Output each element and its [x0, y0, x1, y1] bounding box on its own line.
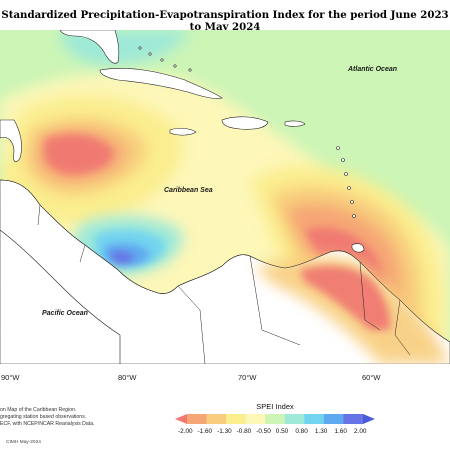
borders — [0, 179, 450, 364]
legend-swatch — [245, 414, 266, 424]
legend-colorbar — [175, 414, 375, 424]
legend-swatch — [265, 414, 286, 424]
legend-swatch — [304, 414, 325, 424]
legend-swatch — [206, 414, 227, 424]
legend-tick-label: -1.60 — [197, 428, 213, 435]
legend-swatch — [363, 414, 375, 424]
map-note: ECF, with NCEP/NCAR Reanalysis Data. — [0, 421, 95, 427]
legend-tick-label: 0.80 — [295, 428, 308, 435]
longitude-label: 80°W — [118, 373, 137, 382]
legend-swatch — [175, 414, 187, 424]
longitude-label: 70°W — [238, 373, 257, 382]
credit: CIMH May-2024 — [6, 440, 41, 445]
map-note: gregating station based observations. — [0, 414, 87, 420]
legend-tick-label: 1.60 — [334, 428, 347, 435]
legend-title: SPEI Index — [256, 402, 294, 411]
legend-swatch — [323, 414, 344, 424]
legend-tick-label: -0.80 — [236, 428, 252, 435]
atlantic-ocean-label: Atlantic Ocean — [348, 66, 398, 73]
legend-swatch — [343, 414, 364, 424]
caribbean-sea-label: Caribbean Sea — [164, 187, 213, 194]
legend-swatch — [226, 414, 246, 424]
legend-swatch — [284, 414, 305, 424]
legend-tick-label: 1.30 — [314, 428, 328, 435]
pacific-ocean-label: Pacific Ocean — [42, 310, 88, 317]
legend-tick-label: -2.00 — [178, 428, 193, 435]
legend-tick-label: 0.50 — [275, 428, 289, 435]
spei-map — [0, 30, 450, 364]
map-note: on Map of the Caribbean Region. — [0, 407, 77, 413]
legend-swatch — [187, 414, 207, 424]
longitude-label: 60°W — [362, 373, 381, 382]
legend-tick-label: 2.00 — [354, 428, 367, 435]
legend-tick-label: -0.50 — [256, 428, 271, 435]
longitude-label: 90°W — [1, 373, 20, 382]
legend-tick-label: -1.30 — [217, 428, 232, 435]
